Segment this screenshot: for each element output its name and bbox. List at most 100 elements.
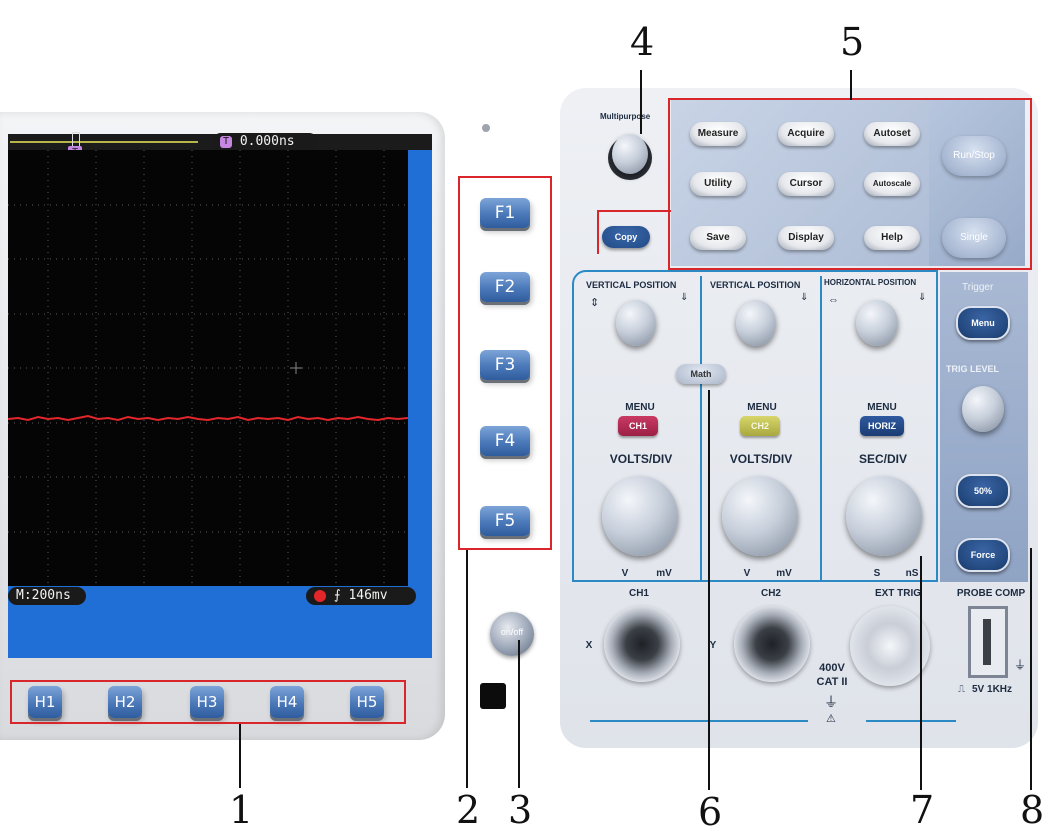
callout-7: 7 — [910, 788, 935, 832]
callout-2: 2 — [456, 788, 481, 832]
voltage-rating-label: 400V — [819, 662, 845, 674]
ch2-volts-div-knob[interactable] — [722, 476, 798, 556]
ch2-unit-mv: mV — [776, 568, 792, 579]
grid-lines — [8, 150, 408, 586]
probe-spec-label: 5V 1KHz — [972, 684, 1013, 695]
ch1-vertical-position-knob[interactable] — [616, 300, 656, 346]
horizontal-position-label: HORIZONTAL POSITION — [824, 278, 917, 287]
ch1-unit-v: V — [621, 568, 629, 579]
memory-position-bar — [10, 141, 198, 143]
utility-button[interactable]: Utility — [690, 172, 746, 196]
multipurpose-label: Multipurpose — [600, 112, 651, 121]
callout-box-copy-connector-h — [597, 210, 671, 212]
push-to-zero-icon-horiz: ⇓ — [918, 292, 927, 303]
center-crosshair — [290, 362, 302, 374]
sec-div-knob[interactable] — [846, 476, 922, 556]
waveform-grid — [8, 150, 408, 586]
acquire-button[interactable]: Acquire — [778, 122, 834, 146]
measure-button[interactable]: Measure — [690, 122, 746, 146]
run-stop-button[interactable]: Run/Stop — [942, 136, 1006, 176]
indicator-led — [482, 124, 490, 132]
cursor-button[interactable]: Cursor — [778, 172, 834, 196]
help-button[interactable]: Help — [864, 226, 920, 250]
ch1-menu-label: MENU — [625, 402, 655, 413]
autoset-button[interactable]: Autoset — [864, 122, 920, 146]
ch-divider — [700, 276, 702, 582]
leader-line-2 — [466, 550, 468, 788]
autoscale-button[interactable]: Autoscale — [864, 172, 920, 196]
h4-key[interactable]: H4 — [270, 686, 304, 718]
trig-level-knob[interactable] — [962, 386, 1004, 432]
f2-key[interactable]: F2 — [480, 272, 530, 302]
trigger-menu-button[interactable]: Menu — [956, 306, 1010, 340]
screen-bottom-bar: M:200ns ⨍ 146mv — [8, 586, 432, 606]
h5-key[interactable]: H5 — [350, 686, 384, 718]
trigger-marker-icon: T — [220, 135, 232, 148]
horiz-menu-button[interactable]: HORIZ — [860, 416, 904, 436]
h1-key[interactable]: H1 — [28, 686, 62, 718]
horizontal-divider — [820, 276, 822, 582]
callout-box-f-keys — [458, 176, 552, 550]
multipurpose-knob[interactable] — [612, 134, 648, 174]
ch1-waveform-trace — [8, 414, 408, 422]
screen-top-bar: T 0.000ns — [8, 132, 432, 151]
single-button[interactable]: Single — [942, 218, 1006, 258]
display-button[interactable]: Display — [778, 226, 834, 250]
callout-5: 5 — [840, 20, 865, 64]
f5-key[interactable]: F5 — [480, 506, 530, 536]
ground-symbol-icon: ⏚ — [824, 694, 838, 710]
push-to-zero-icon-ch2: ⇓ — [800, 292, 809, 303]
force-trigger-button[interactable]: Force — [956, 538, 1010, 572]
callout-box-copy-connector-v — [597, 210, 599, 254]
display-screen: T 0.000ns T M:200ns — [8, 132, 432, 658]
ch1-unit-mv: mV — [656, 568, 672, 579]
horizontal-menu-label: MENU — [867, 402, 897, 413]
category-label: CAT II — [816, 676, 848, 688]
timebase-readout: M:200ns — [8, 587, 86, 605]
ext-trig-connector[interactable] — [850, 606, 930, 686]
callout-1: 1 — [229, 788, 254, 832]
ch1-volts-div-knob[interactable] — [602, 476, 678, 556]
warning-triangle-icon: ⚠ — [826, 713, 836, 725]
ch1-vertical-position-label: VERTICAL POSITION — [586, 280, 677, 290]
callout-6: 6 — [698, 790, 723, 834]
probe-ground-icon: ⏚ — [1014, 658, 1027, 672]
ch2-vertical-position-knob[interactable] — [736, 300, 776, 346]
probe-comp-hook — [983, 619, 991, 665]
math-button[interactable]: Math — [676, 364, 726, 384]
up-down-arrow-icon: ⇕ — [590, 297, 600, 309]
callout-box-menu-buttons — [668, 98, 1032, 270]
f3-key[interactable]: F3 — [480, 350, 530, 380]
ch2-bnc-connector[interactable] — [734, 606, 810, 682]
leader-line-5 — [850, 70, 852, 100]
connector-underline-right — [866, 720, 956, 722]
ch1-menu-button[interactable]: CH1 — [618, 416, 658, 436]
h3-key[interactable]: H3 — [190, 686, 224, 718]
save-button[interactable]: Save — [690, 226, 746, 250]
square-wave-icon: ⎍ — [958, 684, 965, 695]
ch2-unit-v: V — [743, 568, 751, 579]
leader-line-1 — [239, 724, 241, 788]
ch2-menu-button[interactable]: CH2 — [740, 416, 780, 436]
trig-level-label: TRIG LEVEL — [946, 364, 1000, 374]
vertical-horizontal-frame — [572, 270, 938, 582]
connector-underline-left — [590, 720, 808, 722]
sec-unit-s: S — [873, 568, 881, 579]
ch1-bnc-connector[interactable] — [604, 606, 680, 682]
leader-line-3 — [518, 640, 520, 788]
f1-key[interactable]: F1 — [480, 198, 530, 228]
power-button[interactable]: on/off — [490, 612, 534, 656]
sec-div-label: SEC/DIV — [858, 452, 907, 466]
f4-key[interactable]: F4 — [480, 426, 530, 456]
left-right-arrow-icon: ⇔ — [828, 294, 839, 306]
time-offset-readout: T 0.000ns — [212, 133, 318, 151]
fifty-percent-button[interactable]: 50% — [956, 474, 1010, 508]
push-to-zero-icon: ⇓ — [680, 292, 689, 303]
callout-4: 4 — [630, 20, 655, 64]
horizontal-position-knob[interactable] — [856, 300, 898, 346]
ch1-volts-div-label: VOLTS/DIV — [609, 452, 673, 466]
copy-button[interactable]: Copy — [602, 226, 650, 248]
rising-edge-icon: ⨍ — [333, 588, 341, 603]
h2-key[interactable]: H2 — [108, 686, 142, 718]
y-axis-label: Y — [709, 640, 717, 651]
